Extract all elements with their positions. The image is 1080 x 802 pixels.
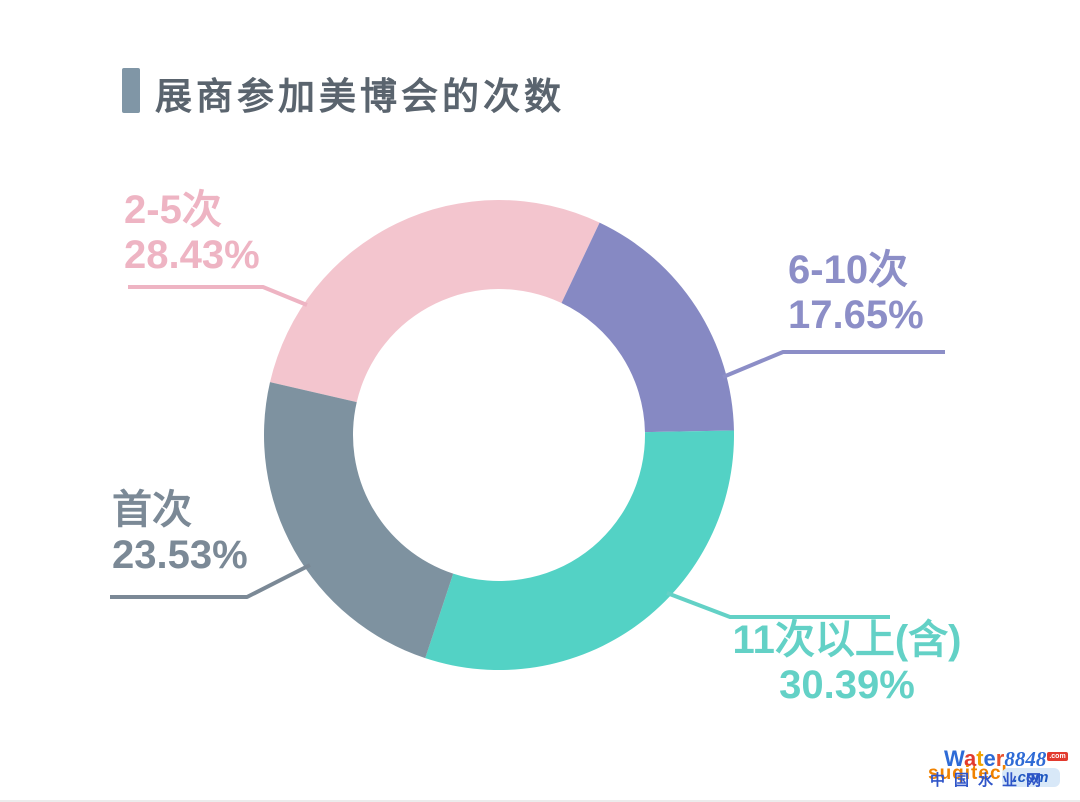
- slice-label-6-10ci: 6-10次 17.65%: [788, 248, 924, 338]
- slice-label-category: 2-5次: [124, 188, 222, 232]
- slice-label-percent: 17.65%: [788, 292, 924, 337]
- donut-slice-11次以上(含): [425, 430, 735, 671]
- slice-label-11ci-plus: 11次以上(含) 30.39%: [712, 618, 982, 708]
- watermark-number: 8848: [1004, 747, 1047, 771]
- watermark-suqitech-text: suqitech: [928, 763, 1015, 784]
- slice-label-category: 6-10次: [788, 248, 909, 292]
- slice-label-percent: 23.53%: [112, 532, 248, 577]
- slice-label-first-time: 首次 23.53%: [112, 488, 248, 578]
- watermark-com-badge: .com: [1047, 751, 1068, 761]
- donut-slice-6-10次: [561, 222, 734, 433]
- watermark-water-word: Water: [944, 746, 1005, 771]
- watermark-chinese-text: 中国水业网: [930, 772, 1051, 789]
- slice-label-2-5ci: 2-5次 28.43%: [124, 188, 260, 278]
- page-title: 展商参加美博会的次数: [155, 76, 565, 117]
- slice-label-category: 首次: [112, 488, 192, 532]
- leader-line-11ci-plus: [666, 591, 890, 619]
- donut-slice-首次: [263, 382, 454, 659]
- slice-label-percent: 28.43%: [124, 232, 260, 277]
- leader-line-2-5ci: [128, 285, 308, 307]
- slice-label-category: 11次以上(含): [732, 618, 962, 662]
- slice-label-percent: 30.39%: [779, 662, 915, 707]
- leader-line-first-time: [110, 563, 311, 599]
- watermark-logo: Water8848 .com suqitech .com 中国水业网: [928, 746, 1076, 798]
- page-bottom-divider: [0, 800, 1080, 802]
- watermark-water8848: Water8848 .com: [944, 746, 1068, 772]
- watermark-com-pill: .com: [1002, 768, 1060, 787]
- leader-line-6-10ci: [722, 350, 945, 379]
- donut-slice-2-5次: [270, 199, 600, 403]
- title-accent-bar: [122, 68, 140, 113]
- donut-slices: [263, 199, 735, 671]
